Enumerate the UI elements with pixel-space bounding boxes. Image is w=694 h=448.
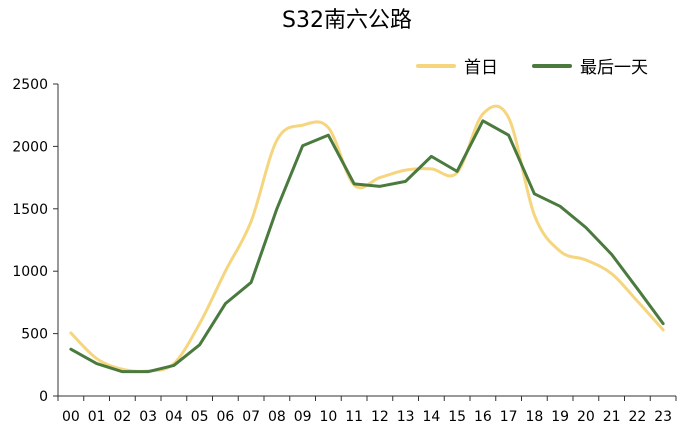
data-point-s2-13: [404, 180, 407, 183]
legend-item-series-2: 最后一天: [532, 53, 648, 78]
data-point-s1-12: [378, 176, 382, 179]
data-point-s2-06: [224, 302, 227, 305]
x-tick-label-23: 23: [654, 409, 672, 425]
x-tick-label-09: 09: [294, 409, 312, 425]
series-line-2: [69, 119, 665, 374]
data-point-s2-11: [352, 182, 356, 186]
series-layer: [69, 104, 665, 374]
data-point-s1-07: [249, 220, 253, 223]
data-point-s2-03: [146, 370, 150, 373]
tick-labels: 0 500 1000 1500 2000 2500 00 01 02 03 04 05 06 07 08 09…: [12, 77, 672, 425]
legend-swatch-series-1: [416, 63, 456, 68]
data-point-s2-20: [584, 226, 588, 229]
x-tick-label-17: 17: [500, 409, 518, 425]
chart-title: S32南六公路: [282, 8, 412, 33]
legend-swatch-series-2: [532, 63, 572, 68]
y-tick-label-2500: 2500: [12, 77, 48, 93]
data-point-s2-23: [661, 322, 665, 325]
y-tick-label-1000: 1000: [12, 264, 48, 280]
data-point-s1-23: [661, 328, 665, 332]
data-point-s2-04: [172, 364, 176, 367]
x-tick-label-15: 15: [448, 409, 466, 425]
data-point-s1-17: [507, 116, 510, 119]
y-tick-label-2000: 2000: [12, 139, 48, 155]
y-tick-label-500: 500: [21, 327, 48, 343]
data-point-s1-21: [610, 272, 613, 275]
data-point-s2-17: [507, 133, 510, 137]
data-point-s2-09: [301, 144, 304, 147]
data-point-s2-07: [249, 281, 253, 284]
legend-label-series-2: 最后一天: [580, 58, 648, 78]
legend: 首日 最后一天: [416, 53, 682, 78]
axes: [53, 83, 677, 401]
data-point-s2-12: [378, 185, 382, 188]
y-tick-label-1500: 1500: [12, 202, 48, 218]
x-tick-label-01: 01: [88, 409, 106, 425]
x-tick-label-20: 20: [577, 409, 595, 425]
y-tick-label-0: 0: [39, 389, 48, 405]
data-point-s2-15: [455, 170, 459, 173]
data-point-s2-08: [275, 207, 279, 210]
x-tick-label-10: 10: [319, 409, 337, 425]
x-tick-label-08: 08: [268, 409, 286, 425]
data-point-s2-00: [69, 348, 73, 351]
x-tick-label-16: 16: [474, 409, 492, 425]
data-point-s2-21: [610, 253, 613, 256]
data-point-s2-18: [533, 192, 536, 196]
x-tick-label-12: 12: [371, 409, 389, 425]
data-point-s1-22: [636, 299, 639, 303]
data-point-s1-06: [224, 270, 227, 273]
data-point-s1-18: [533, 213, 536, 217]
data-point-s2-05: [198, 343, 201, 347]
data-point-s1-16: [481, 112, 485, 116]
data-point-s2-22: [636, 287, 639, 290]
x-tick-label-03: 03: [139, 409, 157, 425]
legend-label-series-1: 首日: [464, 58, 498, 78]
x-tick-label-00: 00: [62, 409, 80, 425]
data-point-s1-05: [198, 322, 201, 325]
data-point-s1-14: [430, 167, 433, 171]
x-tick-label-14: 14: [422, 409, 440, 425]
data-point-s2-02: [121, 370, 124, 373]
data-point-s1-02: [121, 367, 124, 371]
x-tick-label-13: 13: [397, 409, 415, 425]
data-point-s2-16: [481, 119, 485, 123]
x-tick-label-18: 18: [525, 409, 543, 425]
x-tick-label-22: 22: [628, 409, 646, 425]
x-tick-label-19: 19: [551, 409, 569, 425]
data-point-s1-01: [95, 357, 98, 360]
data-point-s2-14: [430, 155, 433, 158]
x-tick-label-11: 11: [345, 409, 363, 425]
data-point-s1-19: [558, 250, 562, 253]
data-point-s2-10: [327, 133, 330, 137]
x-tick-label-06: 06: [216, 409, 234, 425]
data-point-s2-01: [95, 362, 98, 365]
x-tick-label-21: 21: [603, 409, 621, 425]
data-point-s1-09: [301, 123, 304, 127]
data-point-s2-19: [558, 205, 562, 208]
data-point-s1-13: [404, 168, 407, 172]
x-tick-label-05: 05: [191, 409, 209, 425]
x-tick-label-02: 02: [113, 409, 131, 425]
data-point-s1-00: [69, 331, 73, 335]
x-tick-label-04: 04: [165, 409, 183, 425]
data-point-s1-20: [584, 258, 588, 262]
data-point-s1-08: [275, 138, 279, 142]
x-tick-label-07: 07: [242, 409, 260, 425]
series-line-1: [69, 104, 665, 373]
legend-item-series-1: 首日: [416, 53, 498, 78]
data-point-s1-10: [327, 126, 330, 129]
